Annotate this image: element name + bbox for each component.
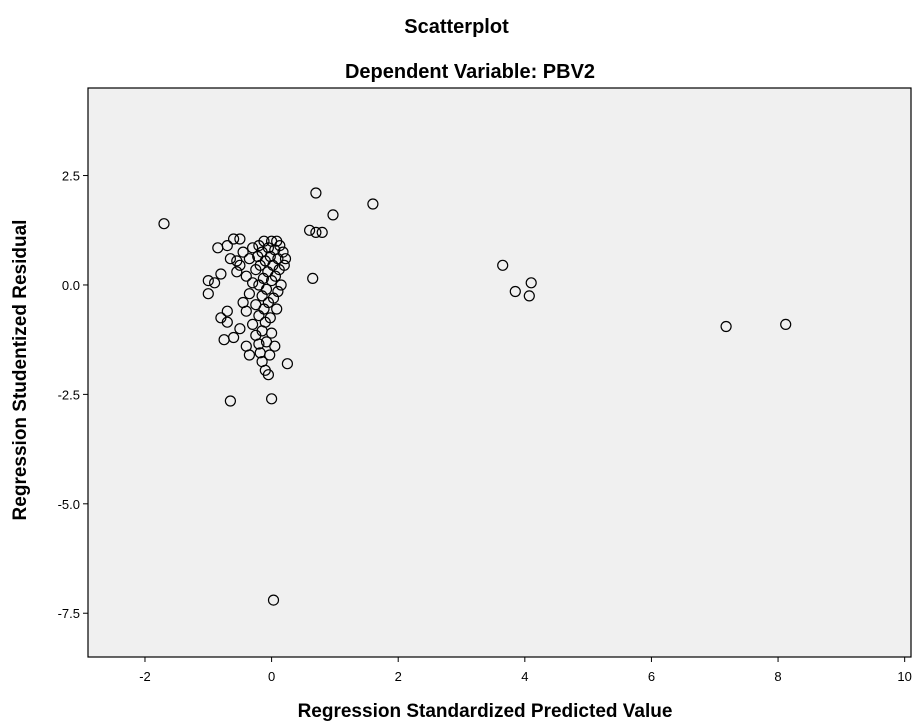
x-tick-label: 10 [897,669,911,684]
scatter-point [262,242,274,254]
scatter-point [316,226,328,238]
x-tick-label: 2 [395,669,402,684]
scatter-point [269,340,281,352]
scatter-point [234,233,246,245]
scatter-point [525,277,537,289]
chart-title: Scatterplot [404,16,509,38]
scatter-point [267,594,280,606]
scatter-point [221,316,233,328]
x-tick-label: 4 [521,669,528,684]
scatter-point [158,218,170,230]
scatter-point [275,279,287,291]
scatter-point [271,303,283,315]
scatter-point [307,272,319,284]
scatter-point [221,240,233,252]
y-tick-label: -2.5 [58,387,80,402]
y-axis-ticks: 2.5 0.0 -2.5 -5.0 -7.5 [58,169,88,621]
scatter-point [237,246,249,258]
scatter-point [281,358,293,370]
x-tick-label: 0 [268,669,275,684]
scatter-point [264,312,276,324]
scatter-point [274,240,286,252]
scatter-point [231,266,243,278]
scatter-point [228,331,240,344]
scatter-point [228,233,240,245]
scatter-point [310,187,322,199]
scatter-point [202,275,214,287]
scatter-point [509,285,521,298]
scatter-point [304,224,316,236]
scatter-point [243,349,255,361]
scatter-point [240,270,252,282]
scatter-point [234,323,246,335]
scatter-point [264,349,276,361]
scatter-point [260,283,273,295]
data-points [158,187,792,606]
scatter-point [202,288,214,300]
scatter-point [221,305,233,317]
scatter-point [278,259,290,271]
scatter-point [243,288,255,300]
x-tick-label: -2 [139,669,151,684]
x-tick-label: 8 [774,669,781,684]
scatter-point [327,209,339,221]
plot-area [87,87,912,658]
scatter-point [209,277,221,289]
scatter-point [310,226,322,238]
scatter-point [240,305,252,317]
scatter-point [247,318,259,330]
chart-subtitle: Dependent Variable: PBV2 [345,61,595,83]
scatter-point [224,395,236,407]
scatter-point [215,268,227,280]
scatter-point [523,290,535,302]
scatter-point [279,253,292,265]
scatter-point [367,198,379,210]
scatter-point [262,369,274,381]
scatter-point [253,338,265,350]
scatter-point [269,270,281,282]
scatter-point [277,246,289,258]
x-axis-label: Regression Standardized Predicted Value [298,701,673,722]
scatter-point [497,259,509,271]
scatter-point [780,318,792,330]
scatter-point [266,393,278,405]
scatter-point [224,253,236,265]
x-tick-label: 6 [648,669,655,684]
scatter-point [247,277,259,289]
scatter-point [266,327,278,339]
y-tick-label: 2.5 [62,169,80,184]
x-axis-ticks: -2 0 2 4 6 8 10 [139,657,912,684]
scatter-point [720,320,732,333]
scatter-point [272,285,284,298]
y-tick-label: -7.5 [58,606,80,621]
scatter-point [234,259,246,271]
scatter-point [247,242,259,254]
y-tick-label: 0.0 [62,278,80,293]
scatter-point [243,253,255,265]
y-tick-label: -5.0 [58,497,80,512]
y-axis-label: Regression Studentized Residual [10,220,31,521]
